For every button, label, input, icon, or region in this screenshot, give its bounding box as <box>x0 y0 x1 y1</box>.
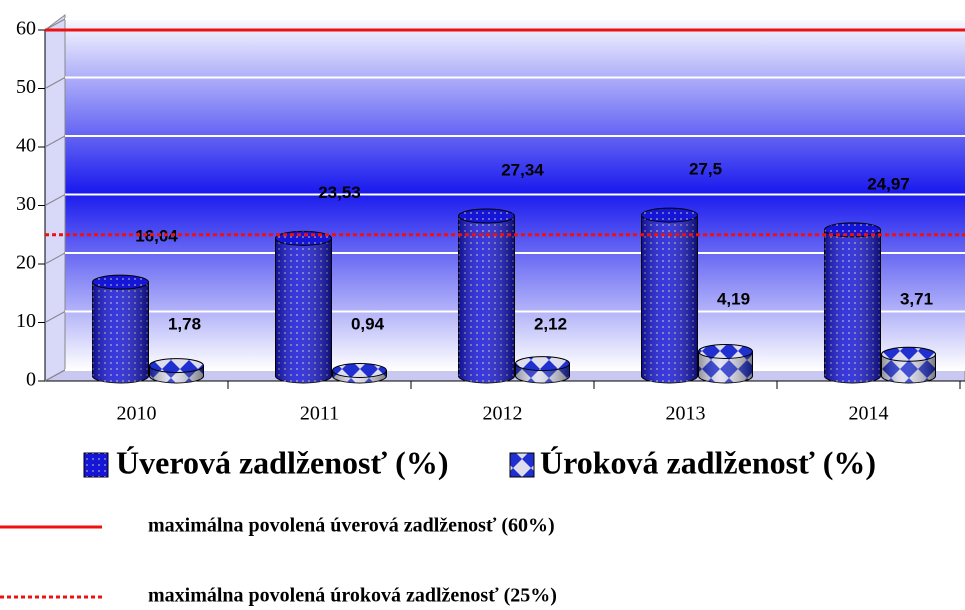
x-tick-label: 2014 <box>849 403 889 425</box>
grid-line <box>44 18 66 31</box>
grid-line <box>44 311 66 323</box>
bar-shade <box>458 216 515 383</box>
y-tick-label: 10 <box>16 310 36 332</box>
cylinder <box>275 230 332 384</box>
legend-swatch-pattern <box>84 453 108 477</box>
grid-line <box>44 194 66 206</box>
x-tick-label: 2011 <box>300 403 339 425</box>
cylinder <box>92 274 149 384</box>
grid-line <box>44 135 66 148</box>
data-label: 23,53 <box>318 183 361 202</box>
bar-top <box>881 346 936 362</box>
y-tick-label: 20 <box>16 252 36 274</box>
bar-shade <box>824 229 881 383</box>
cylinder <box>824 222 881 384</box>
cylinder <box>698 343 753 384</box>
y-tick-label: 40 <box>16 135 36 157</box>
bar-shade <box>92 282 149 383</box>
reference-label: maximálna povolená úroková zadlženosť (2… <box>148 585 557 607</box>
bar-top <box>332 363 387 379</box>
data-label: 27,34 <box>501 161 544 180</box>
grid-line <box>44 77 66 89</box>
data-label: 24,97 <box>867 174 910 193</box>
cylinder <box>458 208 515 384</box>
side-wall <box>44 14 66 382</box>
data-label: 0,94 <box>351 314 385 333</box>
y-tick-label: 50 <box>16 76 36 98</box>
bar-shade <box>698 351 753 383</box>
bar-top-pattern <box>458 209 515 224</box>
y-tick-label: 60 <box>16 18 36 40</box>
bar-top-pattern <box>275 231 332 246</box>
bar-shade <box>275 238 332 383</box>
x-tick-label: 2012 <box>483 403 523 425</box>
legend: Úverová zadlženosť (%) Úroková zadlženos… <box>83 444 876 480</box>
data-label: 3,71 <box>900 289 933 308</box>
bar-top <box>149 358 204 374</box>
x-tick-label: 2010 <box>117 403 157 425</box>
legend-label: Úroková zadlženosť (%) <box>540 444 876 480</box>
data-label: 27,5 <box>689 160 722 179</box>
cylinder <box>515 356 570 384</box>
cylinder <box>881 346 936 384</box>
cylinder <box>332 363 387 384</box>
grid-line <box>44 369 66 382</box>
data-label: 1,78 <box>168 314 201 333</box>
data-label: 16,04 <box>135 227 178 246</box>
data-label: 4,19 <box>717 289 750 308</box>
bar-top-pattern <box>641 208 698 223</box>
x-tick-label: 2013 <box>666 403 706 425</box>
legend-swatch <box>509 452 535 478</box>
cylinder <box>149 358 204 384</box>
legend-label: Úverová zadlženosť (%) <box>116 444 448 480</box>
y-tick-label: 0 <box>26 369 36 391</box>
y-tick-label: 30 <box>16 193 36 215</box>
reference-label: maximálna povolená úverová zadlženosť (6… <box>148 515 555 537</box>
bar-top <box>698 343 753 359</box>
bar-top-pattern <box>92 275 149 290</box>
bar-shade <box>641 215 698 383</box>
bar-top <box>515 356 570 372</box>
grid-line <box>44 252 66 265</box>
cylinder <box>641 207 698 384</box>
bar-shade <box>881 354 936 383</box>
data-label: 2,12 <box>534 314 567 333</box>
